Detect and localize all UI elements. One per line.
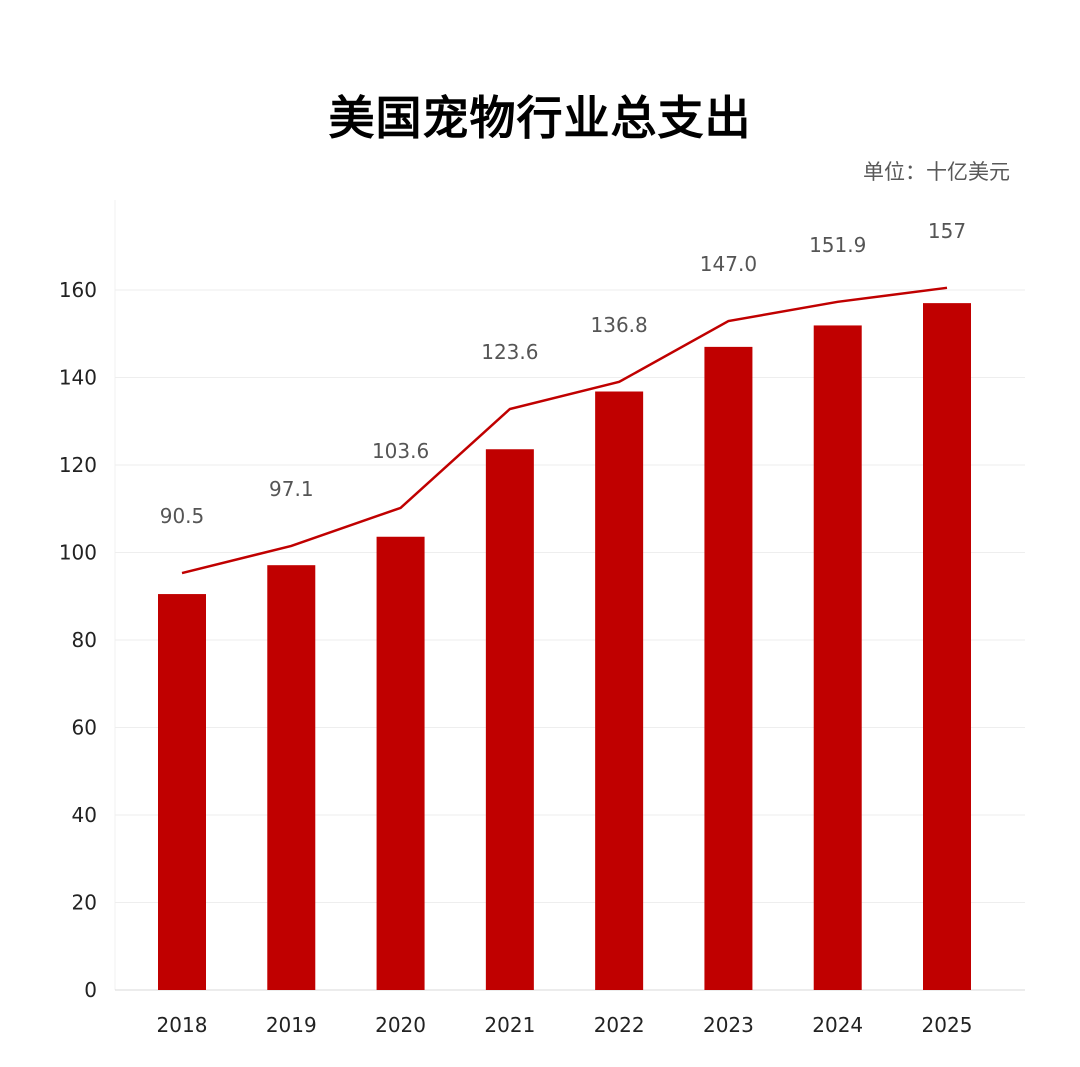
trend-line <box>181 286 948 575</box>
x-tick-label: 2025 <box>922 1013 973 1037</box>
data-label-2018: 90.5 <box>160 504 205 528</box>
unit-label: 单位：十亿美元 <box>863 160 1010 184</box>
data-label-2019: 97.1 <box>269 477 314 501</box>
x-tick-label: 2021 <box>484 1013 535 1037</box>
bar-2023 <box>704 346 753 990</box>
bar-2018 <box>158 594 206 990</box>
x-tick-label: 2022 <box>594 1013 645 1037</box>
y-tick-label: 120 <box>59 453 97 477</box>
y-tick-label: 60 <box>72 716 97 740</box>
y-tick-label: 140 <box>59 366 97 390</box>
x-tick-label: 2023 <box>703 1013 754 1037</box>
bar-2025 <box>923 303 971 990</box>
data-label-2025: 157 <box>928 219 966 243</box>
bar-2019 <box>267 565 316 990</box>
x-tick-label: 2020 <box>375 1013 426 1037</box>
y-tick-label: 160 <box>59 278 97 302</box>
bar-2022 <box>595 391 644 990</box>
data-label-2023: 147.0 <box>700 252 757 276</box>
bar-2024 <box>813 325 862 990</box>
data-label-2022: 136.8 <box>591 313 648 337</box>
y-tick-label: 80 <box>72 628 97 652</box>
y-tick-label: 40 <box>72 803 97 827</box>
x-tick-label: 2019 <box>266 1013 317 1037</box>
chart-title: 美国宠物行业总支出 <box>328 91 752 145</box>
bar-2020 <box>376 536 425 990</box>
data-label-2021: 123.6 <box>481 340 538 364</box>
data-label-2024: 151.9 <box>809 233 866 257</box>
bar-2021 <box>485 449 534 990</box>
x-tick-label: 2024 <box>812 1013 863 1037</box>
y-tick-label: 20 <box>72 891 97 915</box>
y-tick-label: 0 <box>84 978 97 1002</box>
x-tick-label: 2018 <box>157 1013 208 1037</box>
y-tick-label: 100 <box>59 541 97 565</box>
data-label-2020: 103.6 <box>372 439 429 463</box>
